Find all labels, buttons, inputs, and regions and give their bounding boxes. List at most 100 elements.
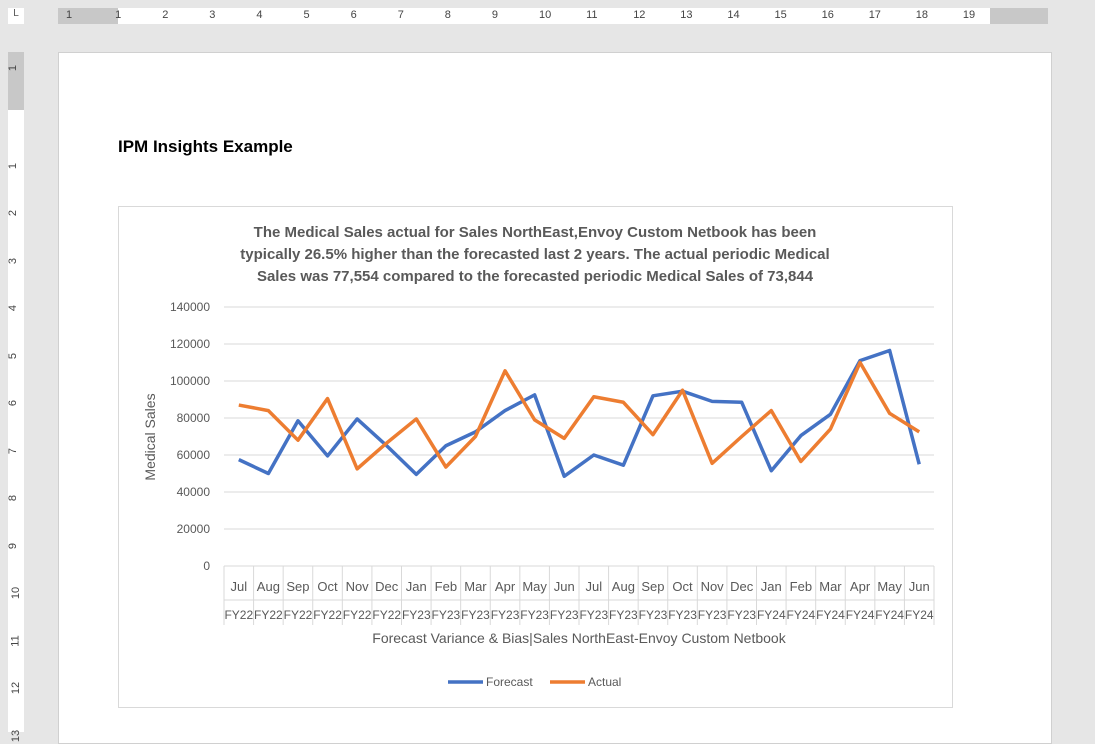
ruler-label: 11 [586, 9, 598, 21]
ruler-label: 1 [7, 64, 20, 72]
ruler-label: 15 [774, 9, 787, 21]
y-axis-title: Medical Sales [142, 393, 158, 480]
x-tick-year: FY22 [313, 608, 342, 622]
vertical-ruler[interactable]: 1 1 2 3 4 5 6 7 8 9 10 11 12 13 [7, 52, 24, 742]
x-tick-year: FY24 [875, 608, 904, 622]
ruler-label: 19 [962, 9, 976, 21]
x-tick-year: FY23 [609, 608, 638, 622]
x-tick-year: FY24 [787, 608, 816, 622]
tab-stop-selector[interactable]: L [8, 8, 24, 24]
x-tick-month: Nov [701, 579, 725, 594]
ruler-label: 6 [7, 399, 20, 407]
x-tick-month: Jan [761, 579, 782, 594]
chart-title: Sales was 77,554 compared to the forecas… [257, 268, 814, 285]
ruler-label: 8 [444, 9, 451, 21]
y-tick-label: 40000 [177, 485, 211, 499]
y-tick-label: 100000 [170, 374, 210, 388]
x-tick-month: Aug [612, 579, 635, 594]
ruler-label: 4 [7, 304, 20, 312]
x-tick-month: Jul [585, 579, 602, 594]
ruler-label: 13 [680, 9, 693, 21]
x-tick-month: Feb [790, 579, 812, 594]
x-tick-month: May [522, 579, 547, 594]
ruler-label: 8 [7, 494, 20, 502]
x-tick-year: FY23 [461, 608, 490, 622]
x-tick-month: Jun [909, 579, 930, 594]
ruler-label: 7 [397, 9, 404, 21]
ruler-label: 7 [7, 447, 20, 454]
x-tick-year: FY23 [668, 608, 697, 622]
ruler-label: 10 [10, 586, 23, 600]
x-tick-year: FY23 [727, 608, 756, 622]
ruler-label: 4 [256, 9, 263, 21]
x-tick-month: Nov [346, 579, 370, 594]
x-tick-month: Mar [464, 579, 487, 594]
x-tick-year: FY22 [254, 608, 283, 622]
ruler-label: 12 [10, 681, 23, 695]
ruler-label: 3 [7, 257, 20, 264]
x-tick-month: Aug [257, 579, 280, 594]
x-tick-year: FY23 [639, 608, 668, 622]
ruler-label: 11 [9, 634, 22, 647]
x-tick-year: FY22 [224, 608, 253, 622]
x-tick-year: FY23 [491, 608, 520, 622]
x-tick-month: Sep [286, 579, 309, 594]
legend-label: Forecast [486, 675, 533, 689]
y-tick-label: 20000 [177, 522, 211, 536]
series-line-forecast[interactable] [238, 348, 921, 479]
chart[interactable]: The Medical Sales actual for Sales North… [118, 206, 953, 708]
ruler-label: 17 [868, 9, 881, 21]
y-tick-label: 120000 [170, 337, 210, 351]
x-tick-month: Apr [850, 579, 871, 594]
x-tick-month: Feb [435, 579, 457, 594]
ruler-label: 1 [115, 9, 122, 21]
document-heading: IPM Insights Example [118, 137, 293, 156]
x-axis-title: Forecast Variance & Bias|Sales NorthEast… [372, 630, 786, 646]
x-tick-month: Apr [495, 579, 516, 594]
x-tick-month: Jun [554, 579, 575, 594]
x-tick-year: FY24 [905, 608, 934, 622]
chart-title: The Medical Sales actual for Sales North… [254, 224, 817, 241]
x-tick-year: FY23 [402, 608, 431, 622]
x-tick-month: Sep [641, 579, 664, 594]
x-tick-year: FY22 [284, 608, 313, 622]
x-tick-year: FY24 [757, 608, 786, 622]
x-tick-year: FY23 [698, 608, 727, 622]
series-line-actual[interactable] [238, 360, 921, 471]
ruler-label: 12 [633, 9, 646, 21]
x-tick-month: Dec [730, 579, 754, 594]
ruler-label: 10 [539, 9, 552, 21]
x-tick-year: FY23 [432, 608, 461, 622]
x-tick-month: Oct [317, 579, 338, 594]
x-tick-month: Oct [672, 579, 693, 594]
ruler-label: 18 [915, 9, 929, 21]
ruler-label: 3 [209, 9, 216, 21]
chart-title: typically 26.5% higher than the forecast… [240, 246, 829, 263]
ruler-label: 9 [7, 542, 20, 549]
ruler-label: 1 [7, 162, 20, 169]
x-tick-year: FY24 [846, 608, 875, 622]
ruler-label: 14 [727, 9, 740, 21]
x-tick-year: FY24 [816, 608, 845, 622]
ruler-label: 5 [303, 9, 310, 21]
ruler-label: 16 [821, 9, 834, 21]
x-tick-year: FY23 [579, 608, 608, 622]
legend-label: Actual [588, 675, 621, 689]
horizontal-ruler[interactable]: 1 1 2 3 4 5 6 7 8 9 10 11 12 13 14 15 16 17 18 19 [58, 8, 1048, 24]
y-tick-label: 0 [203, 559, 210, 573]
ruler-label: 2 [162, 9, 169, 21]
ruler-label: 5 [7, 352, 20, 359]
y-tick-label: 140000 [170, 300, 210, 314]
ruler-label: 2 [7, 209, 20, 217]
x-tick-month: May [877, 579, 902, 594]
x-tick-year: FY23 [550, 608, 579, 622]
x-tick-month: Mar [819, 579, 842, 594]
ruler-label: 1 [66, 9, 73, 21]
y-tick-label: 60000 [177, 448, 211, 462]
x-tick-year: FY23 [520, 608, 549, 622]
ruler-label: 6 [350, 9, 357, 21]
x-tick-year: FY22 [372, 608, 401, 622]
x-tick-month: Jul [230, 579, 247, 594]
x-tick-year: FY22 [343, 608, 372, 622]
x-tick-month: Jan [406, 579, 427, 594]
